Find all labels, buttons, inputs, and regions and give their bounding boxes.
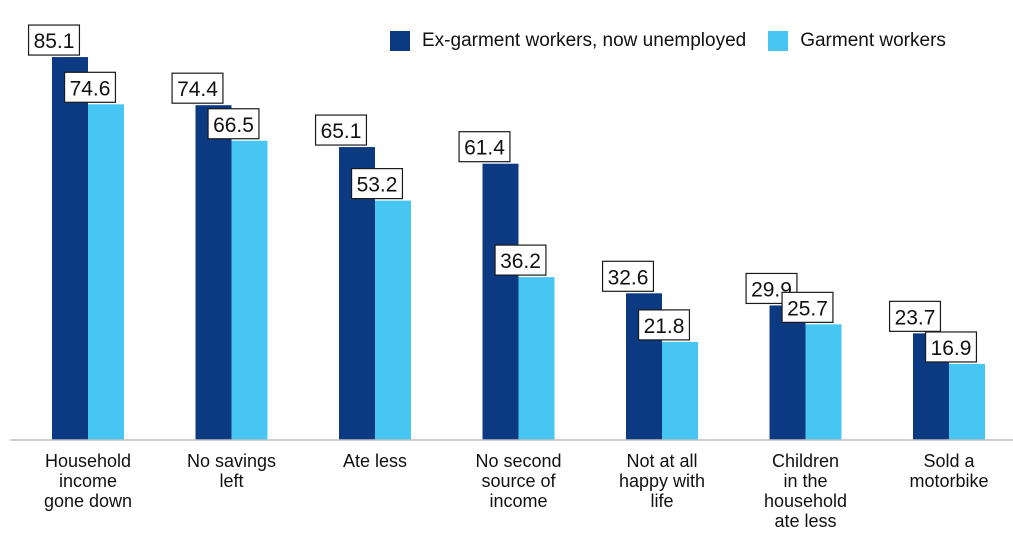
category-label-line: source of xyxy=(481,471,556,491)
value-label-ex-garment-2: 65.1 xyxy=(314,114,368,146)
value-label-text: 74.4 xyxy=(177,78,218,101)
category-label-4: Not at all happy with life xyxy=(619,451,705,511)
value-label-text: 32.6 xyxy=(608,266,649,289)
category-label-5: Children in the household ate less xyxy=(764,451,847,531)
value-label-box xyxy=(27,24,81,56)
value-label-garment-6: 16.9 xyxy=(924,331,978,363)
category-label-1: No savings left xyxy=(187,451,276,491)
value-label-text: 53.2 xyxy=(357,174,398,197)
category-label-line: household xyxy=(764,491,847,511)
value-label-ex-garment-6: 23.7 xyxy=(888,300,942,332)
value-label-box xyxy=(924,331,978,363)
value-label-ex-garment-3: 61.4 xyxy=(458,131,511,163)
category-label-line: Sold a xyxy=(923,451,975,471)
value-label-garment-4: 21.8 xyxy=(637,309,691,341)
value-label-ex-garment-1: 74.4 xyxy=(171,72,224,104)
legend-item-ex-garment-workers: Ex-garment workers, now unemployed xyxy=(390,30,746,52)
value-label-box xyxy=(314,114,368,146)
bar-garment-6 xyxy=(949,363,985,440)
value-label-garment-3: 36.2 xyxy=(494,244,547,276)
value-label-box xyxy=(207,108,260,140)
value-label-box xyxy=(637,309,691,341)
bar-garment-2 xyxy=(375,200,411,440)
bars-layer xyxy=(52,57,985,441)
category-label-6: Sold a motorbike xyxy=(909,451,988,491)
value-label-text: 16.9 xyxy=(931,337,972,360)
category-label-line: No second xyxy=(475,451,561,471)
value-label-garment-2: 53.2 xyxy=(350,168,404,200)
value-label-text: 85.1 xyxy=(34,30,75,53)
category-label-line: income xyxy=(59,471,117,491)
category-label-line: income xyxy=(489,491,547,511)
legend-swatch-garment-workers xyxy=(768,31,789,51)
legend-item-garment-workers: Garment workers xyxy=(768,30,946,52)
value-label-text: 65.1 xyxy=(321,120,362,143)
value-label-text: 21.8 xyxy=(644,315,685,338)
category-label-line: life xyxy=(650,491,673,511)
category-label-2: Ate less xyxy=(343,451,407,471)
bar-garment-0 xyxy=(88,104,124,441)
value-label-box xyxy=(63,71,117,103)
value-label-garment-5: 25.7 xyxy=(781,291,834,323)
bar-garment-1 xyxy=(231,140,268,440)
bar-ex-garment-0 xyxy=(52,57,88,441)
value-label-box xyxy=(601,260,655,292)
value-label-box xyxy=(781,291,834,323)
bar-garment-4 xyxy=(662,341,698,440)
value-label-box xyxy=(458,131,511,163)
legend-label-ex-garment-workers: Ex-garment workers, now unemployed xyxy=(422,30,747,51)
value-label-ex-garment-0: 85.1 xyxy=(27,24,81,56)
legend-label-garment-workers: Garment workers xyxy=(800,30,946,51)
value-label-garment-1: 66.5 xyxy=(207,108,260,140)
category-label-line: Ate less xyxy=(343,451,407,471)
value-label-text: 66.5 xyxy=(213,114,254,137)
value-label-garment-0: 74.6 xyxy=(63,71,117,103)
category-label-line: in the xyxy=(783,471,827,491)
category-label-line: Household xyxy=(45,451,131,471)
value-labels-layer: 85.1 74.6 74.4 66.5 65.1 53.2 61.4 36.2 32.6 21.8… xyxy=(27,24,978,363)
value-label-box xyxy=(171,72,224,104)
bar-ex-garment-5 xyxy=(769,305,806,440)
bar-garment-3 xyxy=(518,277,555,440)
value-label-text: 61.4 xyxy=(464,137,505,160)
value-label-text: 25.7 xyxy=(787,297,828,320)
value-label-box xyxy=(494,244,547,276)
bar-garment-5 xyxy=(805,324,842,440)
category-label-3: No second source of income xyxy=(475,451,561,511)
category-label-line: No savings xyxy=(187,451,276,471)
category-label-line: Not at all xyxy=(626,451,697,471)
category-label-0: Household income gone down xyxy=(44,451,132,511)
category-label-line: left xyxy=(219,471,243,491)
value-label-ex-garment-4: 32.6 xyxy=(601,260,655,292)
bar-ex-garment-1 xyxy=(195,105,232,440)
legend-swatch-ex-garment-workers xyxy=(390,31,410,51)
value-label-text: 23.7 xyxy=(895,306,936,329)
value-label-box xyxy=(350,168,404,200)
category-label-line: ate less xyxy=(774,511,836,531)
category-label-line: gone down xyxy=(44,491,132,511)
value-label-box xyxy=(888,300,942,332)
category-label-line: motorbike xyxy=(909,471,988,491)
legend: Ex-garment workers, now unemployed Garme… xyxy=(390,30,946,52)
bar-ex-garment-3 xyxy=(482,163,519,440)
value-label-text: 74.6 xyxy=(70,77,111,100)
category-label-line: happy with xyxy=(619,471,705,491)
category-label-line: Children xyxy=(772,451,839,471)
value-label-text: 36.2 xyxy=(500,250,541,273)
